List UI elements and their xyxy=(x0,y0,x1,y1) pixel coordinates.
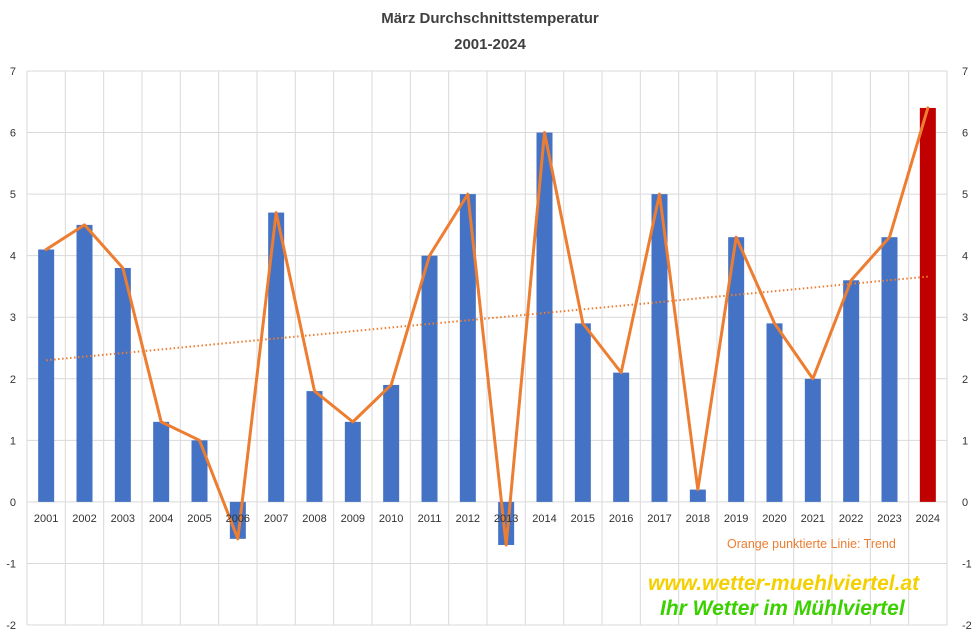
x-tick-label: 2015 xyxy=(571,513,595,525)
x-tick-label: 2017 xyxy=(647,513,671,525)
bar xyxy=(459,194,476,502)
x-tick-label: 2018 xyxy=(686,513,710,525)
x-tick-label: 2014 xyxy=(532,513,556,525)
y-tick-label-right: 2 xyxy=(962,374,968,386)
bar xyxy=(38,249,55,502)
bar xyxy=(843,280,860,502)
x-tick-label: 2012 xyxy=(456,513,480,525)
x-tick-label: 2019 xyxy=(724,513,748,525)
temperature-line xyxy=(44,106,930,547)
y-tick-label-right: -1 xyxy=(962,558,972,570)
bar xyxy=(804,378,821,502)
bar xyxy=(268,212,285,502)
bar xyxy=(421,255,438,502)
y-tick-label: 6 xyxy=(10,128,16,140)
y-tick-label-right: 1 xyxy=(962,435,968,447)
x-tick-label: 2007 xyxy=(264,513,288,525)
y-axis-left: -2 -1 0 1 2 3 4 5 6 7 xyxy=(6,66,16,632)
bar xyxy=(191,440,208,502)
y-tick-label: 3 xyxy=(10,312,16,324)
y-tick-label-right: 5 xyxy=(962,189,968,201)
y-tick-label: 0 xyxy=(10,497,16,509)
x-tick-label: 2016 xyxy=(609,513,633,525)
bar xyxy=(574,323,591,502)
x-tick-label: 2005 xyxy=(187,513,211,525)
bar xyxy=(76,224,93,502)
bar xyxy=(536,132,553,502)
x-tick-label: 2009 xyxy=(341,513,365,525)
bar xyxy=(689,489,706,502)
x-tick-label: 2021 xyxy=(801,513,825,525)
watermark-url: www.wetter-muehlviertel.at xyxy=(648,572,920,595)
x-tick-label: 2023 xyxy=(877,513,901,525)
x-axis: 2001 2002 2003 2004 2005 2006 2007 2008 2009 2010… xyxy=(34,513,940,525)
x-tick-label: 2003 xyxy=(111,513,135,525)
bar xyxy=(766,323,783,502)
y-tick-label-right: -2 xyxy=(962,620,972,632)
bar xyxy=(383,384,400,502)
x-tick-label: 2011 xyxy=(418,513,442,525)
y-tick-label-right: 3 xyxy=(962,312,968,324)
x-tick-label: 2008 xyxy=(302,513,326,525)
bar xyxy=(728,237,745,502)
bar xyxy=(344,421,361,502)
y-tick-label: 5 xyxy=(10,189,16,201)
bar xyxy=(881,237,898,502)
x-tick-label: 2020 xyxy=(762,513,786,525)
y-tick-label: 2 xyxy=(10,374,16,386)
bar xyxy=(919,107,936,502)
chart-title: März Durchschnittstemperatur xyxy=(381,10,599,27)
x-tick-label: 2013 xyxy=(494,513,518,525)
y-tick-label: 4 xyxy=(10,251,16,263)
chart-subtitle: 2001-2024 xyxy=(454,36,526,53)
bar xyxy=(114,267,131,502)
y-tick-label: -2 xyxy=(6,620,16,632)
y-tick-label: -1 xyxy=(6,558,16,570)
y-tick-label-right: 4 xyxy=(962,251,968,263)
y-tick-label: 1 xyxy=(10,435,16,447)
x-tick-label: 2022 xyxy=(839,513,863,525)
y-tick-label-right: 6 xyxy=(962,128,968,140)
bar-series xyxy=(38,107,936,545)
x-tick-label: 2004 xyxy=(149,513,173,525)
y-tick-label-right: 0 xyxy=(962,497,968,509)
y-axis-right: -2 -1 0 1 2 3 4 5 6 7 xyxy=(962,66,972,632)
x-tick-label: 2024 xyxy=(916,513,940,525)
bar xyxy=(306,391,323,502)
x-tick-label: 2001 xyxy=(34,513,58,525)
x-tick-label: 2002 xyxy=(72,513,96,525)
bar xyxy=(153,421,170,502)
bar xyxy=(651,194,668,502)
bar xyxy=(613,372,630,502)
y-tick-label-right: 7 xyxy=(962,66,968,78)
x-tick-label: 2010 xyxy=(379,513,403,525)
watermark-slogan: Ihr Wetter im Mühlviertel xyxy=(660,597,906,620)
y-tick-label: 7 xyxy=(10,66,16,78)
x-tick-label: 2006 xyxy=(226,513,250,525)
trend-annotation: Orange punktierte Linie: Trend xyxy=(727,537,896,551)
